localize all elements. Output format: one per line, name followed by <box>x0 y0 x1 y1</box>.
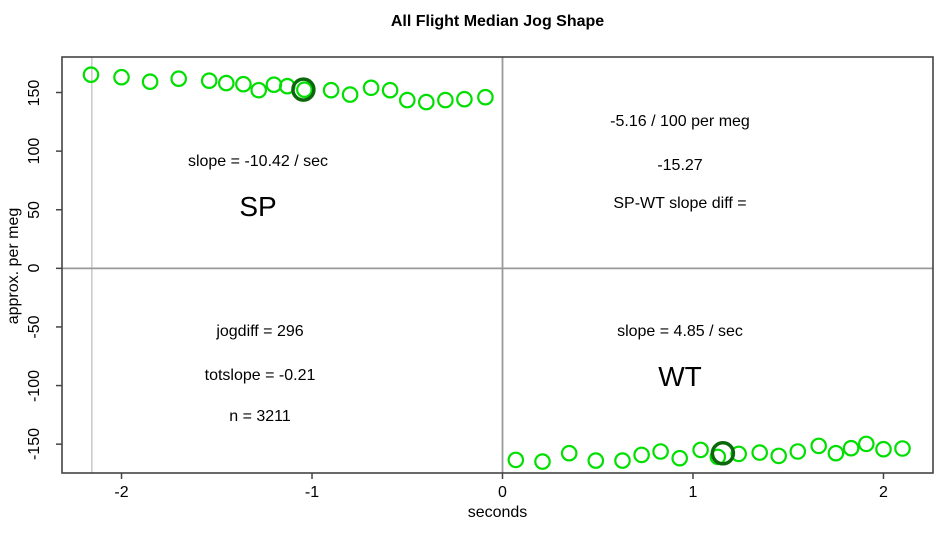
data-point-wt <box>842 439 860 457</box>
data-point-wt <box>534 453 551 470</box>
data-point-sp <box>113 68 130 86</box>
y-tick-label: 150 <box>26 79 43 106</box>
data-point-wt <box>730 445 747 463</box>
y-tick-label: 50 <box>26 200 43 219</box>
x-tick-label: 0 <box>498 484 507 501</box>
data-point-wt <box>652 443 669 460</box>
data-point-sp <box>362 79 380 97</box>
y-tick-label: -50 <box>26 315 43 339</box>
data-point-sp <box>141 73 159 90</box>
annotation-wt-slope: slope = 4.85 / sec <box>617 323 743 340</box>
data-point-sp <box>341 86 359 103</box>
x-tick-label: 1 <box>688 484 698 501</box>
data-point-wt <box>692 441 709 459</box>
annotation-diff-line3: SP-WT slope diff = <box>613 195 747 212</box>
data-point-wt <box>827 444 845 462</box>
data-point-sp <box>265 76 283 93</box>
annotation-diff-line2: -15.27 <box>657 157 703 174</box>
data-point-sp <box>200 72 218 89</box>
annotation-totslope: totslope = -0.21 <box>204 367 316 384</box>
data-point-wt <box>614 452 631 469</box>
y-axis-label: approx. per meg <box>5 207 22 325</box>
highlight-ring-sp <box>291 77 316 102</box>
y-tick-label: -150 <box>26 428 43 461</box>
y-tick-label: -100 <box>26 369 43 402</box>
data-point-sp <box>235 75 252 93</box>
data-point-sp <box>437 91 454 109</box>
data-point-sp <box>322 81 340 99</box>
x-tick-label: -1 <box>304 484 320 501</box>
data-point-wt <box>587 452 605 469</box>
annotation-sp-label: SP <box>239 191 277 222</box>
data-point-wt <box>789 443 807 460</box>
data-point-wt <box>770 447 787 465</box>
y-tick-label: 0 <box>26 263 43 273</box>
highlight-ring-wt <box>710 441 736 466</box>
data-point-sp <box>170 70 187 87</box>
chart-title: All Flight Median Jog Shape <box>390 13 605 30</box>
data-point-sp <box>296 81 313 98</box>
data-point-sp <box>417 93 435 111</box>
data-point-wt <box>894 440 911 457</box>
annotation-jogdiff: jogdiff = 296 <box>216 323 304 340</box>
y-tick-label: 100 <box>26 137 43 165</box>
data-point-sp <box>250 81 268 99</box>
data-point-wt <box>560 444 578 462</box>
data-point-wt <box>857 435 875 453</box>
annotation-n: n = 3211 <box>229 408 291 425</box>
x-axis-label: seconds <box>467 504 528 521</box>
data-point-wt <box>633 446 650 464</box>
annotation-diff-line1: -5.16 / 100 per meg <box>610 113 750 130</box>
data-point-wt <box>507 451 525 469</box>
data-point-wt <box>810 437 827 455</box>
data-point-sp <box>477 88 494 106</box>
data-point-sp <box>456 90 473 108</box>
annotation-sp-slope: slope = -10.42 / sec <box>187 153 329 170</box>
data-point-sp <box>398 91 416 109</box>
annotation-wt-label: WT <box>658 361 702 392</box>
data-point-sp <box>381 81 399 99</box>
data-point-sp <box>82 66 100 83</box>
plot-border <box>61 56 934 474</box>
x-tick-label: -2 <box>114 484 129 501</box>
x-tick-label: 2 <box>879 484 888 501</box>
data-point-wt <box>875 440 892 458</box>
data-point-wt <box>671 449 688 467</box>
data-point-sp <box>218 74 235 92</box>
data-point-wt <box>751 444 768 461</box>
